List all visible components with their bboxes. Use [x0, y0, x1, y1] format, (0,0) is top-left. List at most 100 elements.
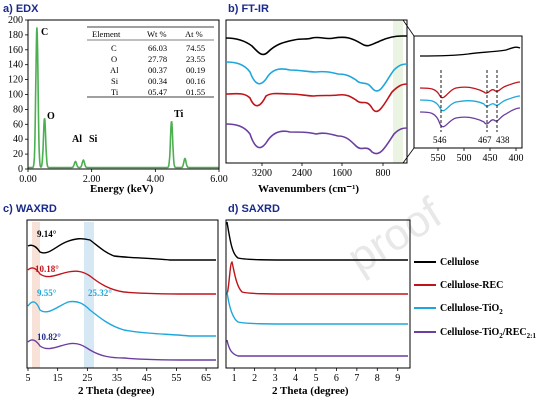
y-tick-label: 160: [8, 45, 23, 56]
table-row: Al 00.37 00.19: [110, 65, 205, 75]
edx-x-axis-title: Energy (keV): [90, 183, 154, 195]
saxrd-line-cellulose-tio2: [226, 291, 408, 325]
ftir-x-ticks: 3200 2400 1600 800: [252, 163, 391, 179]
x-tick-label: 0.00: [19, 174, 37, 185]
saxrd-x-axis-title: 2 Theta (degree): [272, 385, 349, 397]
x-tick-label: 550: [431, 153, 446, 164]
inset-line-cellulose: [419, 46, 521, 57]
ftir-x-axis-title: Wavenumbers (cm⁻¹): [258, 183, 359, 195]
ftir-inset-frame: [413, 35, 523, 149]
legend-label-main: Cellulose-REC: [440, 280, 503, 291]
legend-item: Cellulose-TiO2: [414, 303, 503, 316]
table-header-at: At %: [185, 29, 203, 39]
legend-label-sub: 2: [499, 308, 503, 316]
table-cell: O: [111, 54, 117, 64]
waxrd-line-cellulose-rec: [27, 267, 216, 295]
table-cell: 00.19: [186, 65, 205, 75]
x-tick-label: 5: [313, 373, 318, 384]
panel-b-ftir: b) FT-IR 3200 2400 1600 800 Wavenumbers (cm…: [225, 3, 524, 195]
ftir-line-cellulose-tio2-rec: [225, 123, 408, 155]
legend-label: Cellulose-TiO2/REC2:1: [440, 327, 537, 340]
edx-peak-label-c: C: [41, 27, 48, 38]
x-tick-label: 25: [82, 373, 92, 384]
legend-label-tailsub: 2:1: [527, 332, 537, 340]
inset-line-cellulose-tio2: [419, 95, 521, 112]
table-cell: Al: [110, 65, 119, 75]
waxrd-plot-frame: [26, 219, 219, 369]
x-tick-label: 4: [293, 373, 298, 384]
y-tick-label: 180: [8, 30, 23, 41]
waxrd-annotation: 25.32°: [88, 288, 112, 298]
legend-item: Cellulose: [414, 257, 479, 268]
inset-marker-label: 546: [433, 135, 447, 145]
watermark: proof: [339, 188, 451, 283]
ftir-line-cellulose-tio2: [225, 61, 408, 92]
x-tick-label: 2.00: [83, 174, 101, 185]
legend-item: Cellulose-TiO2/REC2:1: [414, 327, 537, 340]
table-cell: 00.37: [148, 65, 167, 75]
x-tick-label: 2400: [292, 168, 312, 179]
panel-a-title: a) EDX: [3, 3, 39, 15]
waxrd-line-cellulose: [27, 237, 216, 261]
waxrd-annotation: 9.55°: [37, 288, 57, 298]
waxrd-line-cellulose-tio2: [27, 300, 216, 337]
ftir-inset-connector: [402, 19, 415, 37]
y-tick-label: 40: [13, 134, 23, 145]
waxrd-x-axis-title: 2 Theta (degree): [78, 385, 155, 397]
table-row: C 66.03 74.55: [111, 43, 205, 53]
edx-element-table: Element Wt % At % C 66.03 74.55 O 27.78 …: [87, 26, 214, 98]
inset-marker-label: 467: [478, 135, 492, 145]
waxrd-annotation: 10.82°: [37, 332, 61, 342]
table-cell: 23.55: [186, 54, 205, 64]
table-cell: Ti: [111, 87, 119, 97]
x-tick-label: 3200: [252, 168, 272, 179]
x-tick-label: 5: [26, 373, 31, 384]
legend-label: Cellulose-TiO2: [440, 303, 503, 316]
x-tick-label: 400: [509, 153, 524, 164]
x-tick-label: 9: [395, 373, 400, 384]
table-cell: 00.16: [186, 76, 205, 86]
table-row: O 27.78 23.55: [111, 54, 205, 64]
x-tick-label: 65: [201, 373, 211, 384]
edx-peak-label-si: Si: [89, 134, 98, 145]
waxrd-band-low: [32, 222, 40, 368]
table-header-wt: Wt %: [147, 29, 167, 39]
panel-d-title: d) SAXRD: [228, 203, 280, 215]
x-tick-label: 55: [171, 373, 181, 384]
y-tick-label: 0: [18, 164, 23, 175]
x-tick-label: 500: [457, 153, 472, 164]
x-tick-label: 800: [376, 168, 391, 179]
panel-c-waxrd: c) WAXRD 9.14° 10.18° 9.55° 25.32° 10.82…: [3, 203, 219, 397]
table-cell: 00.34: [148, 76, 168, 86]
table-header-element: Element: [92, 29, 121, 39]
inset-x-ticks: 550 500 450 400: [431, 148, 524, 164]
panel-a-edx: a) EDX 0 20 40 60 80 100 120 140 160 180 200 0.00 2…: [3, 3, 228, 195]
edx-y-ticks: 0 20 40 60 80 100 120 140 160 180 200: [8, 15, 28, 175]
inset-line-cellulose-rec: [419, 81, 521, 99]
table-cell: 74.55: [186, 43, 205, 53]
ftir-highlight-band: [393, 20, 403, 163]
panel-c-title: c) WAXRD: [3, 203, 57, 215]
y-tick-label: 140: [8, 60, 23, 71]
table-cell: Si: [111, 76, 119, 86]
saxrd-plot-frame: [225, 219, 411, 369]
inset-marker-label: 438: [496, 135, 510, 145]
x-tick-label: 35: [112, 373, 122, 384]
ftir-inset-connector: [402, 147, 415, 164]
edx-peak-label-o: O: [47, 111, 55, 122]
y-tick-label: 20: [13, 149, 23, 160]
waxrd-annotation: 10.18°: [35, 264, 59, 274]
x-tick-label: 6: [334, 373, 339, 384]
saxrd-line-cellulose-tio2-rec: [226, 339, 408, 357]
table-cell: 66.03: [148, 43, 167, 53]
x-tick-label: 450: [483, 153, 498, 164]
ftir-plot-frame: [225, 19, 408, 164]
edx-peak-label-ti: Ti: [174, 109, 183, 120]
legend: Cellulose Cellulose-REC Cellulose-TiO2 C…: [414, 257, 537, 340]
ftir-line-cellulose-rec: [225, 83, 408, 113]
inset-line-cellulose-tio2-rec: [419, 107, 521, 128]
x-tick-label: 7: [354, 373, 359, 384]
waxrd-band-high: [84, 222, 94, 368]
edx-x-ticks: 0.00 2.00 4.00 6.00: [19, 169, 228, 185]
y-tick-label: 200: [8, 15, 23, 26]
